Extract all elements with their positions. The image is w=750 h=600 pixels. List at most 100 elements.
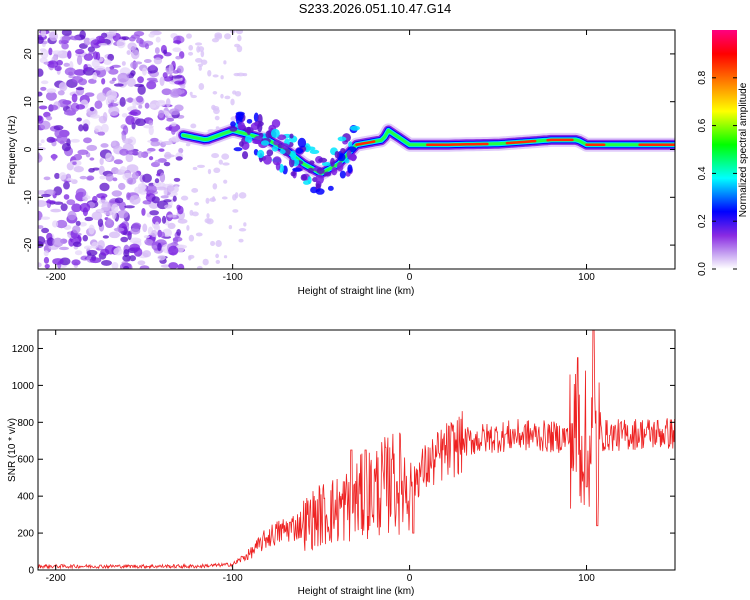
noise-blob <box>53 201 64 205</box>
noise-blob <box>97 239 105 250</box>
snr-y-axis-title: SNR (10 * v/v) <box>7 418 18 482</box>
noise-blob <box>137 260 146 266</box>
noise-blob <box>164 204 173 209</box>
spectrogram-x-tick-label: -200 <box>46 272 66 283</box>
noise-blob <box>171 75 183 79</box>
ridge-blob <box>321 161 332 167</box>
noise-blob <box>196 45 201 53</box>
noise-blob <box>125 97 135 103</box>
noise-blob <box>159 76 165 87</box>
noise-blob <box>238 238 244 243</box>
noise-blob <box>111 203 119 214</box>
ridge-blob <box>290 171 296 177</box>
noise-blob <box>113 159 124 165</box>
noise-blob <box>119 97 126 107</box>
ridge-blob <box>257 114 263 125</box>
ridge-blob <box>327 185 334 191</box>
noise-blob <box>180 195 189 201</box>
noise-blob <box>83 245 93 250</box>
noise-blob <box>198 65 202 71</box>
noise-blob <box>105 173 114 182</box>
noise-blob <box>202 258 209 266</box>
ridge-blob <box>263 154 272 165</box>
noise-blob <box>91 211 103 221</box>
noise-blob <box>83 53 94 61</box>
noise-blob <box>61 42 69 50</box>
noise-blob <box>75 104 86 110</box>
noise-blob <box>149 210 159 216</box>
figure-title: S233.2026.051.10.47.G14 <box>298 1 452 16</box>
noise-blob <box>131 172 139 180</box>
noise-blob <box>215 259 221 264</box>
noise-blob <box>40 139 45 144</box>
ridge-blob <box>337 136 347 142</box>
ridge-blob <box>316 167 325 175</box>
noise-blob <box>89 157 95 161</box>
noise-blob <box>53 125 64 131</box>
ridge-blob <box>307 167 314 174</box>
ridge-blob <box>279 149 286 155</box>
noise-blob <box>89 106 95 112</box>
noise-blob <box>111 262 119 269</box>
noise-blob <box>234 43 241 48</box>
noise-blob <box>117 182 126 190</box>
noise-blob <box>79 202 91 213</box>
noise-blob <box>223 179 228 184</box>
noise-blob <box>44 61 49 65</box>
noise-blob <box>40 120 51 130</box>
noise-blob <box>94 100 103 109</box>
noise-blob <box>76 55 83 66</box>
snr-y-tick-label: 1000 <box>12 381 35 392</box>
noise-blob <box>125 115 135 125</box>
noise-blob <box>213 167 221 174</box>
noise-blob <box>61 142 71 152</box>
ridge-blob <box>257 122 263 133</box>
noise-blob <box>143 124 154 129</box>
noise-blob <box>92 72 98 81</box>
noise-blob <box>123 265 130 269</box>
noise-blob <box>163 161 171 167</box>
noise-blob <box>66 199 76 206</box>
ridge-blob <box>297 137 307 148</box>
ridge-blob <box>256 149 265 159</box>
noise-blob <box>92 51 98 60</box>
spectrogram-x-tick-label: -100 <box>223 272 243 283</box>
noise-blob <box>160 195 169 199</box>
noise-blob <box>105 152 112 162</box>
noise-blob <box>38 36 44 45</box>
noise-blob <box>79 30 86 39</box>
noise-blob <box>172 47 182 53</box>
snr-y-tick-label: 1200 <box>12 344 35 355</box>
noise-blob <box>61 30 72 37</box>
noise-blob <box>166 214 177 218</box>
noise-blob <box>137 150 143 158</box>
noise-blob <box>75 48 85 55</box>
noise-blob <box>102 112 108 122</box>
noise-blob <box>178 147 184 154</box>
noise-blob <box>88 224 95 235</box>
noise-blob <box>224 33 232 40</box>
snr-plot-area <box>38 330 675 570</box>
noise-blob <box>108 106 120 117</box>
noise-blob <box>89 257 102 264</box>
snr-x-tick-label: -200 <box>46 573 66 584</box>
noise-blob <box>103 59 112 65</box>
noise-blob <box>109 200 117 204</box>
noise-blob <box>56 59 63 66</box>
noise-blob <box>106 217 112 225</box>
noise-blob <box>220 93 224 99</box>
ridge-blob <box>246 118 253 124</box>
noise-blob <box>107 53 115 62</box>
noise-blob <box>214 32 223 39</box>
noise-blob <box>91 241 99 249</box>
noise-blob <box>232 209 239 213</box>
noise-blob <box>118 201 127 211</box>
noise-blob <box>66 178 74 182</box>
noise-blob <box>211 104 216 110</box>
noise-blob <box>108 231 121 239</box>
noise-blob <box>119 148 129 156</box>
noise-blob <box>191 188 199 193</box>
noise-blob <box>176 228 182 236</box>
noise-blob <box>188 234 195 242</box>
noise-blob <box>52 220 59 228</box>
